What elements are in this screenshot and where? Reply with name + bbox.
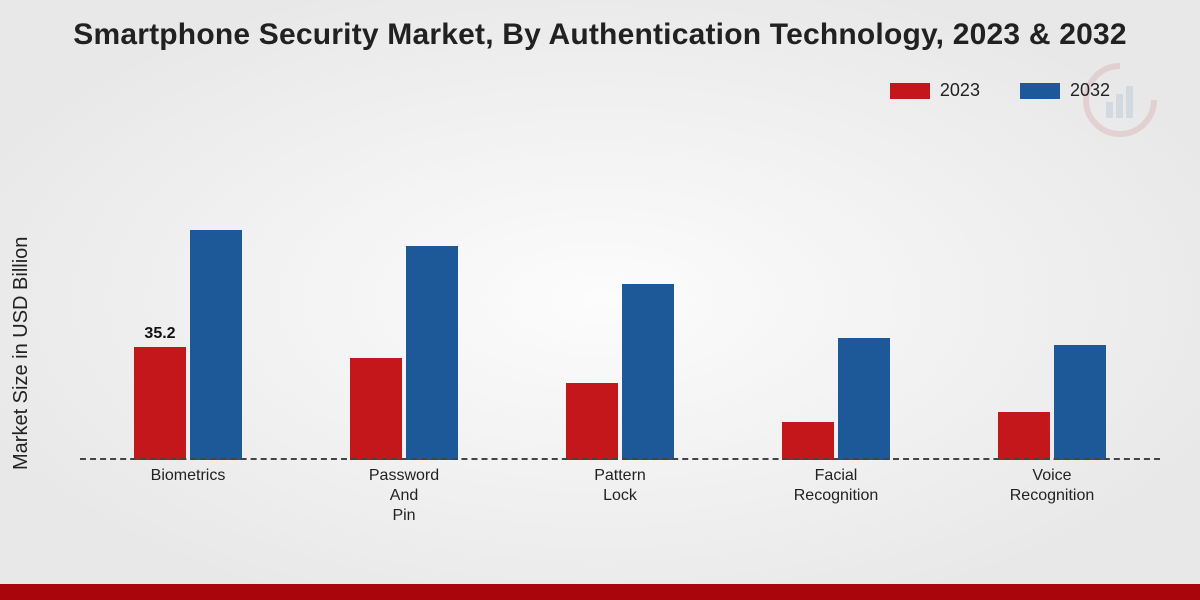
legend-swatch <box>1020 83 1060 99</box>
bar <box>998 412 1050 460</box>
x-axis-category-label: Password And Pin <box>324 466 484 526</box>
x-axis-labels: Biometrics Password And Pin Pattern Lock Fa… <box>80 466 1160 526</box>
bar-group <box>566 284 674 460</box>
bar <box>350 358 402 460</box>
chart-title: Smartphone Security Market, By Authentic… <box>0 18 1200 52</box>
y-axis-label: Market Size in USD Billion <box>10 237 33 470</box>
bar <box>838 338 890 460</box>
legend-item: 2032 <box>1020 80 1110 101</box>
footer-bar <box>0 584 1200 600</box>
x-axis-category-label: Facial Recognition <box>756 466 916 526</box>
chart-page: Smartphone Security Market, By Authentic… <box>0 0 1200 600</box>
legend-item: 2023 <box>890 80 980 101</box>
legend-label: 2023 <box>940 80 980 101</box>
plot-area: 35.2 <box>80 140 1160 460</box>
legend-label: 2032 <box>1070 80 1110 101</box>
x-axis-category-label: Pattern Lock <box>540 466 700 526</box>
x-axis-category-label: Voice Recognition <box>972 466 1132 526</box>
x-axis-category-label: Biometrics <box>108 466 268 526</box>
legend-swatch <box>890 83 930 99</box>
bar-value-label: 35.2 <box>144 325 175 343</box>
bar <box>782 422 834 460</box>
bar <box>190 230 242 460</box>
bar <box>622 284 674 460</box>
bar-group <box>350 246 458 460</box>
bar-group <box>782 338 890 460</box>
bar <box>1054 345 1106 460</box>
bar: 35.2 <box>134 347 186 460</box>
bar <box>566 383 618 460</box>
bar-group <box>998 345 1106 460</box>
legend: 2023 2032 <box>890 80 1110 101</box>
bar <box>406 246 458 460</box>
bar-groups: 35.2 <box>80 140 1160 460</box>
x-axis-baseline <box>80 458 1160 460</box>
bar-group: 35.2 <box>134 230 242 460</box>
